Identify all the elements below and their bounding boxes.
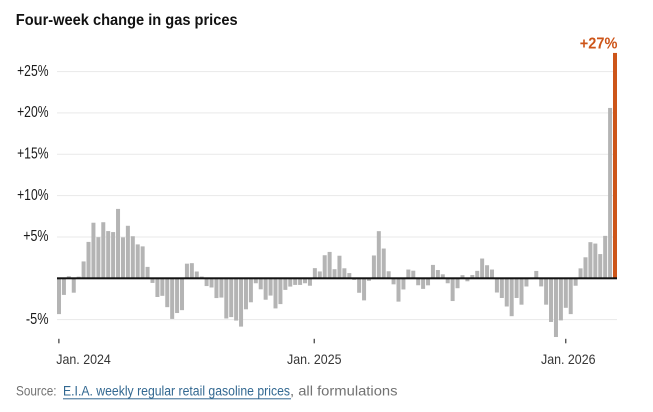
svg-text:, all formulations: , all formulations xyxy=(290,384,398,399)
svg-text:+15%: +15% xyxy=(17,146,48,163)
svg-text:+5%: +5% xyxy=(23,228,48,245)
svg-text:Source:: Source: xyxy=(16,384,57,399)
svg-text:Four-week change in gas prices: Four-week change in gas prices xyxy=(16,12,238,29)
svg-text:+25%: +25% xyxy=(17,63,48,80)
svg-text:-5%: -5% xyxy=(26,311,49,328)
svg-text:+27%: +27% xyxy=(580,36,618,53)
svg-text:Jan. 2025: Jan. 2025 xyxy=(287,351,342,367)
svg-text:Jan. 2024: Jan. 2024 xyxy=(56,351,111,367)
svg-text:E.I.A. weekly regular retail g: E.I.A. weekly regular retail gasoline pr… xyxy=(63,384,290,399)
svg-text:+10%: +10% xyxy=(17,187,48,204)
svg-text:+20%: +20% xyxy=(17,104,48,121)
svg-text:Jan. 2026: Jan. 2026 xyxy=(541,351,596,367)
